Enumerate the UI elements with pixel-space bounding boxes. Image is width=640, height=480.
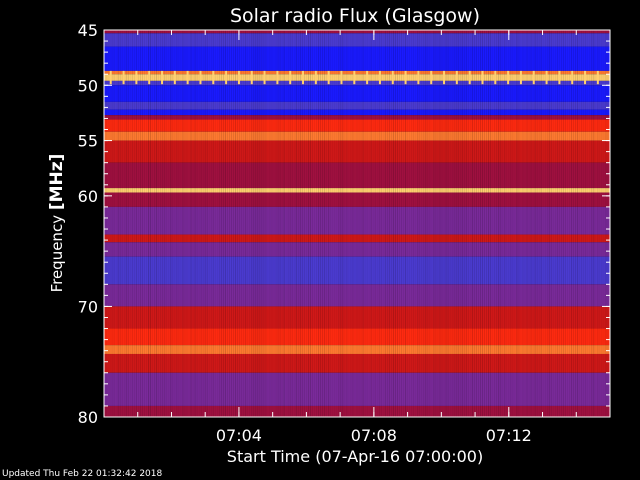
x-tick-label: 07:12 (486, 426, 532, 445)
x-tick-label: 07:04 (216, 426, 262, 445)
y-tick-label: 55 (78, 132, 98, 151)
x-axis: 07:04 07:08 07:12 (137, 30, 577, 445)
y-axis-label-text: Frequency (48, 210, 66, 292)
plot-frame (103, 29, 611, 418)
y-tick-label: 50 (78, 76, 98, 95)
y-axis-label: Frequency [MHz] (47, 154, 67, 293)
spectrogram-heatmap (104, 30, 610, 417)
frequency-band-7 (104, 101, 610, 110)
frequency-band-0 (104, 30, 610, 34)
frequency-band-18 (104, 242, 610, 257)
frequency-band-22 (104, 328, 610, 346)
frequency-band-4 (104, 74, 610, 81)
y-tick-label: 70 (78, 297, 98, 316)
frequency-band-11 (104, 131, 610, 141)
frequency-band-21 (104, 306, 610, 329)
frequency-band-10 (104, 119, 610, 132)
frequency-band-15 (104, 192, 610, 207)
frequency-band-5 (104, 80, 610, 86)
frequency-band-2 (104, 46, 610, 71)
burst-stripes (103, 30, 609, 417)
frequency-band-12 (104, 140, 610, 163)
x-tick-label: 07:08 (351, 426, 397, 445)
update-timestamp: Updated Thu Feb 22 01:32:42 2018 (2, 469, 163, 479)
frequency-band-19 (104, 256, 610, 285)
frequency-band-24 (104, 353, 610, 373)
frequency-band-8 (104, 109, 610, 116)
frequency-band-16 (104, 206, 610, 235)
frequency-band-1 (104, 33, 610, 47)
chart-title: Solar radio Flux (Glasgow) (230, 5, 480, 27)
frequency-band-17 (104, 234, 610, 243)
frequency-band-25 (104, 372, 610, 406)
frequency-band-20 (104, 284, 610, 307)
y-tick-label: 80 (78, 408, 98, 427)
frequency-band-14 (104, 188, 610, 193)
frequency-band-6 (104, 85, 610, 102)
y-axis: 45 50 55 60 70 80 (78, 21, 610, 427)
y-tick-label: 45 (78, 21, 98, 40)
y-axis-label-unit: [MHz] (47, 154, 67, 211)
y-tick-label: 60 (78, 187, 98, 206)
frequency-band-26 (104, 405, 610, 417)
frequency-band-9 (104, 115, 610, 120)
frequency-band-13 (104, 162, 610, 189)
x-axis-label: Start Time (07-Apr-16 07:00:00) (227, 447, 483, 466)
frequency-band-23 (104, 345, 610, 354)
frequency-band-3 (104, 70, 610, 75)
